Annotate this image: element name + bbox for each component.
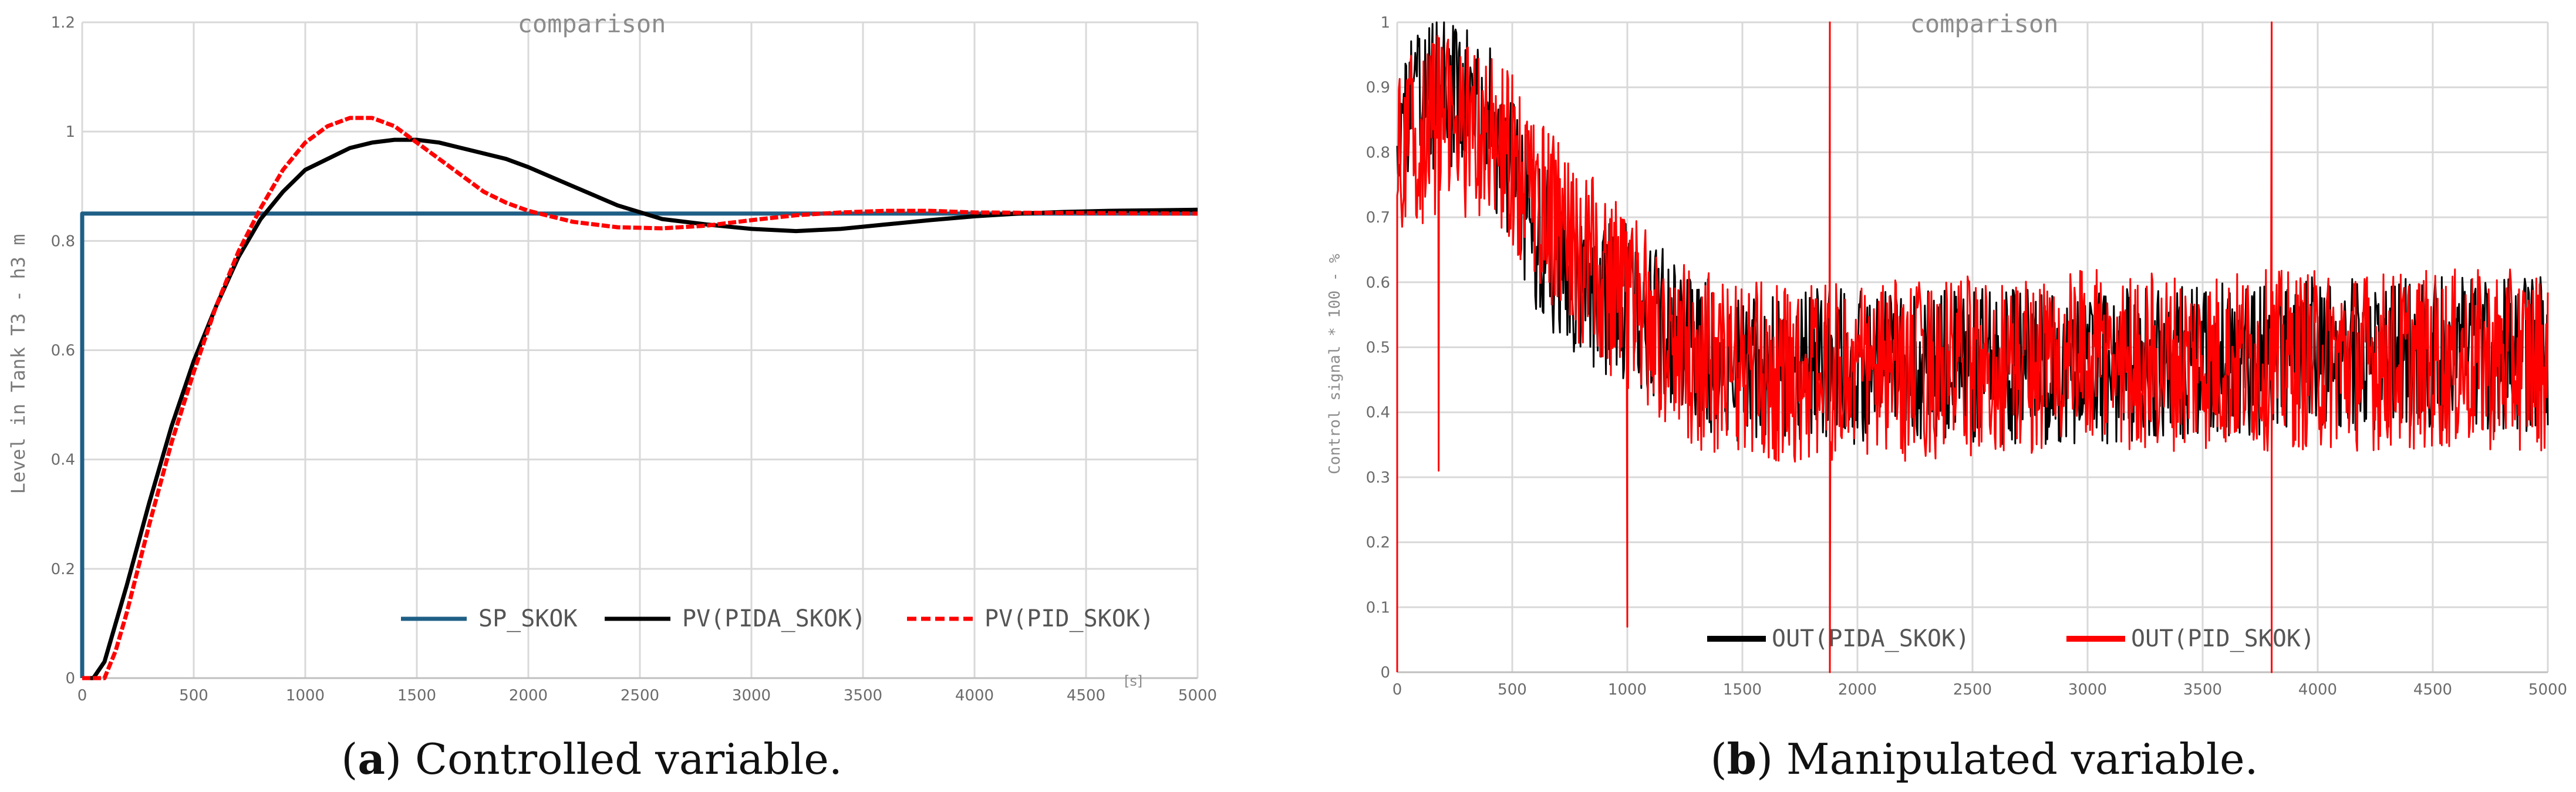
x-tick-label: 5000 xyxy=(2528,681,2567,699)
y-tick-label: 1.2 xyxy=(51,14,75,32)
x-tick-label: 3500 xyxy=(2183,681,2222,699)
y-tick-label: 0.9 xyxy=(1366,79,1390,97)
y-tick-label: 0 xyxy=(1380,664,1390,682)
x-tick-label: 1500 xyxy=(1723,681,1762,699)
series-a xyxy=(80,116,1198,680)
y-tick-label: 0 xyxy=(65,670,75,687)
y-tick-label: 0.2 xyxy=(1366,534,1390,552)
ticks-a: 0 500 1000 1500 2000 2500 3000 3500 4000 4500 5000… xyxy=(51,14,1217,705)
x-tick-label: 5000 xyxy=(1178,687,1217,705)
chart-controlled-variable: 0 500 1000 1500 2000 2500 3000 3500 4000 4500 5000… xyxy=(7,9,1217,705)
series-line-pv-pid-skok xyxy=(82,116,1198,680)
y-tick-label: 0.5 xyxy=(1366,339,1390,357)
x-tick-label: 2500 xyxy=(621,687,659,705)
chart-manipulated-variable: 0 500 1000 1500 2000 2500 3000 3500 4000 4500 5000… xyxy=(1326,9,2567,699)
x-tick-label: 1000 xyxy=(286,687,325,705)
caption-b: (b) Manipulated variable. xyxy=(1711,734,2258,784)
series-line-out-pid-skok xyxy=(1396,21,2549,673)
y-tick-label: 1 xyxy=(1380,14,1390,32)
y-tick-label: 0.6 xyxy=(51,342,75,360)
chart-b-ylabel: Control signal * 100 - % xyxy=(1326,254,1344,474)
x-tick-label: 2000 xyxy=(509,687,548,705)
y-tick-label: 0.8 xyxy=(1366,144,1390,161)
series-line-pv-pida-skok xyxy=(82,137,1198,680)
chart-a-xunit: [s] xyxy=(1124,673,1142,689)
x-tick-label: 2500 xyxy=(1953,681,1992,699)
y-tick-label: 0.4 xyxy=(51,451,75,469)
x-tick-label: 2000 xyxy=(1838,681,1877,699)
caption-a-letter: a xyxy=(358,734,385,784)
y-tick-label: 0.7 xyxy=(1366,209,1390,227)
y-tick-label: 0.4 xyxy=(1366,404,1390,422)
x-tick-label: 0 xyxy=(77,687,87,705)
caption-a-text: ) Controlled variable. xyxy=(385,734,842,784)
grid-a xyxy=(81,21,1199,679)
legend-label-out-pida: OUT(PIDA_SKOK) xyxy=(1772,625,1970,652)
x-tick-label: 500 xyxy=(1498,681,1527,699)
chart-a-ylabel: Level in Tank T3 - h3 m xyxy=(7,234,29,494)
series-b xyxy=(1396,21,2549,673)
caption-b-text: ) Manipulated variable. xyxy=(1756,734,2258,784)
y-tick-label: 0.1 xyxy=(1366,599,1390,616)
chart-b-title: comparison xyxy=(1910,9,2059,38)
x-tick-label: 3000 xyxy=(732,687,771,705)
y-tick-label: 0.2 xyxy=(51,561,75,578)
x-tick-label: 4500 xyxy=(1067,687,1105,705)
x-tick-label: 3000 xyxy=(2068,681,2107,699)
x-tick-label: 1000 xyxy=(1608,681,1647,699)
x-tick-label: 1500 xyxy=(397,687,436,705)
legend-b: OUT(PIDA_SKOK) OUT(PID_SKOK) xyxy=(1707,625,2315,652)
x-tick-label: 4000 xyxy=(955,687,994,705)
legend-a: SP_SKOK PV(PIDA_SKOK) PV(PID_SKOK) xyxy=(401,605,1154,632)
ticks-b: 0 500 1000 1500 2000 2500 3000 3500 4000 4500 5000… xyxy=(1366,14,2567,699)
caption-b-letter: b xyxy=(1727,734,1756,784)
x-tick-label: 4500 xyxy=(2413,681,2452,699)
x-tick-label: 0 xyxy=(1392,681,1402,699)
y-tick-label: 0.3 xyxy=(1366,469,1390,487)
y-tick-label: 1 xyxy=(65,123,75,141)
chart-a-title: comparison xyxy=(518,9,666,38)
y-tick-label: 0.6 xyxy=(1366,274,1390,292)
x-tick-label: 500 xyxy=(179,687,208,705)
legend-label-sp-skok: SP_SKOK xyxy=(478,605,578,632)
x-tick-label: 4000 xyxy=(2298,681,2337,699)
caption-a: (a) Controlled variable. xyxy=(341,734,842,784)
y-tick-label: 0.8 xyxy=(51,232,75,250)
x-tick-label: 3500 xyxy=(844,687,882,705)
legend-label-out-pid: OUT(PID_SKOK) xyxy=(2131,625,2315,652)
legend-label-pv-pida: PV(PIDA_SKOK) xyxy=(682,605,866,632)
legend-label-pv-pid: PV(PID_SKOK) xyxy=(984,605,1154,632)
